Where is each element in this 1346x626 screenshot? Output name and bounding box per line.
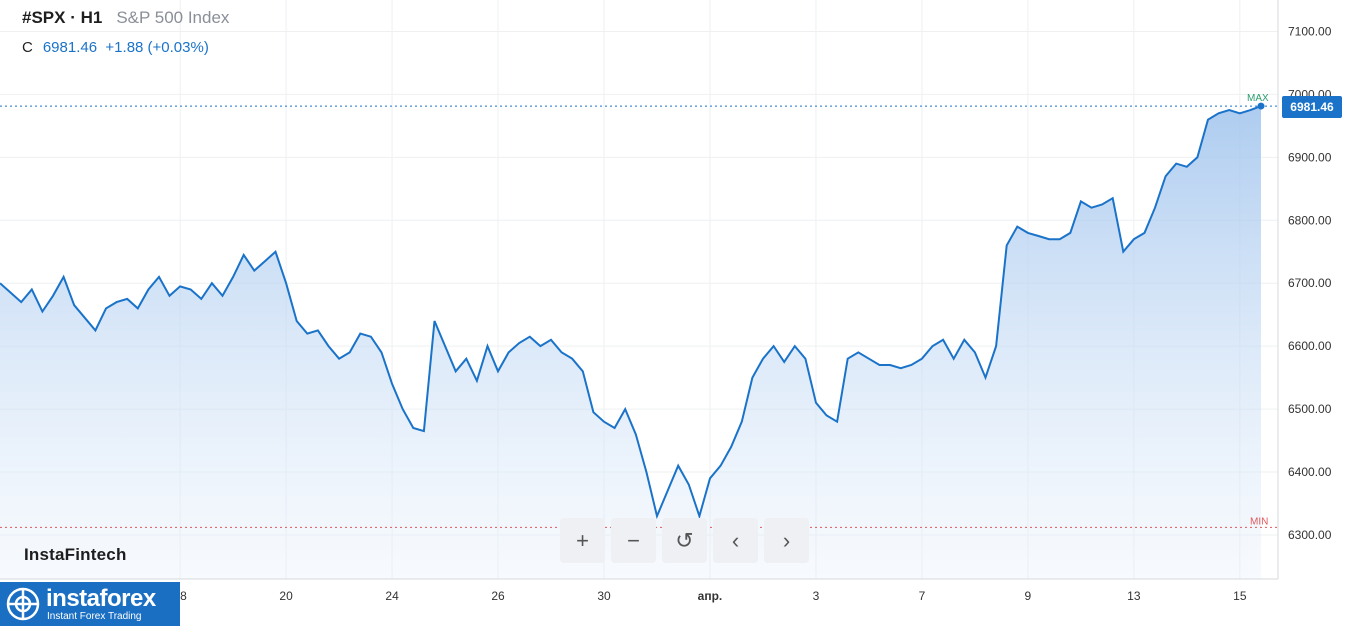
- logo-name: instaforex: [46, 585, 156, 612]
- chevron-right-icon: ›: [782, 527, 791, 553]
- y-tick-label: 6400.00: [1288, 465, 1332, 479]
- y-tick-label: 6600.00: [1288, 339, 1332, 353]
- x-tick-label: 13: [1127, 589, 1141, 603]
- y-tick-label: 6900.00: [1288, 150, 1332, 164]
- reset-button[interactable]: ↺: [662, 518, 707, 563]
- last-price-badge: 6981.46: [1282, 96, 1342, 118]
- x-tick-label: 30: [597, 589, 611, 603]
- instrument-description: S&P 500 Index: [116, 8, 230, 27]
- symbol-label: #SPX · H1: [22, 8, 103, 27]
- x-tick-label: 26: [491, 589, 505, 603]
- chevron-left-icon: ‹: [731, 527, 740, 553]
- zoom-out-button[interactable]: −: [611, 518, 656, 563]
- plus-icon: +: [576, 527, 589, 553]
- zoom-in-button[interactable]: +: [560, 518, 605, 563]
- logo-tagline: Instant Forex Trading: [47, 611, 142, 622]
- scroll-right-button[interactable]: ›: [764, 518, 809, 563]
- close-readout: C 6981.46 +1.88 (+0.03%): [22, 39, 209, 56]
- area-fill: [0, 106, 1261, 579]
- last-price-point: [1257, 102, 1265, 110]
- instaforex-logo[interactable]: instaforex Instant Forex Trading: [0, 582, 180, 626]
- y-axis: 6300.00 6400.00 6500.00 6600.00 6700.00 6800.…: [1288, 24, 1332, 541]
- x-tick-label: 9: [1025, 589, 1032, 603]
- instaforex-logo-icon: [6, 587, 40, 621]
- x-tick-label: 7: [919, 589, 926, 603]
- x-tick-label: 24: [385, 589, 399, 603]
- y-tick-label: 7100.00: [1288, 24, 1332, 38]
- y-tick-label: 6800.00: [1288, 213, 1332, 227]
- chart-legend: #SPX · H1 S&P 500 Index: [22, 8, 229, 28]
- chart-controls: + − ↺ ‹ ›: [560, 518, 809, 563]
- close-label: C: [22, 39, 33, 56]
- min-label: MIN: [1250, 516, 1268, 527]
- x-tick-label: 15: [1233, 589, 1247, 603]
- price-line: [0, 105, 1262, 520]
- y-tick-label: 6700.00: [1288, 276, 1332, 290]
- brand-watermark: InstaFintech: [24, 545, 127, 564]
- max-label: MAX: [1247, 93, 1269, 104]
- scroll-left-button[interactable]: ‹: [713, 518, 758, 563]
- change-value: +1.88 (+0.03%): [105, 39, 209, 56]
- y-tick-label: 6500.00: [1288, 402, 1332, 416]
- x-tick-label: апр.: [698, 589, 723, 603]
- minus-icon: −: [627, 527, 640, 553]
- reset-icon: ↺: [675, 527, 694, 553]
- x-axis: 18 20 24 26 30 апр. 3 7 9 13 15: [173, 589, 1246, 603]
- y-tick-label: 6300.00: [1288, 528, 1332, 542]
- x-tick-label: 20: [279, 589, 293, 603]
- x-tick-label: 3: [813, 589, 820, 603]
- close-value: 6981.46: [42, 39, 98, 56]
